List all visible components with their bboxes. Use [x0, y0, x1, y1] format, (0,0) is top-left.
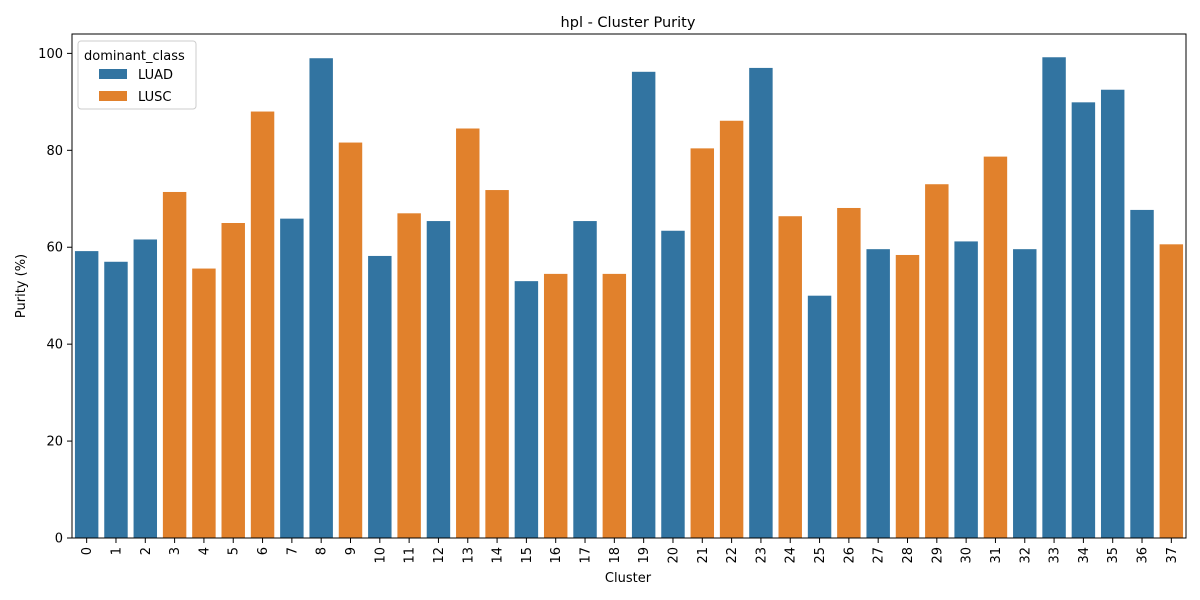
x-tick-label: 20	[666, 547, 681, 564]
legend-label-lusc: LUSC	[138, 90, 171, 105]
bar-series	[74, 57, 1184, 539]
legend: dominant_class LUAD LUSC	[77, 40, 197, 110]
bar-cluster-19	[631, 71, 656, 539]
bar-cluster-23	[749, 67, 773, 539]
x-tick-label: 2	[139, 547, 154, 555]
y-tick-label: 0	[55, 532, 63, 547]
bar-cluster-29	[925, 184, 949, 539]
x-tick-label: 22	[725, 547, 740, 564]
bar-cluster-2	[133, 239, 158, 539]
x-tick-label: 11	[403, 547, 418, 564]
bar-cluster-0	[74, 251, 99, 539]
bar-cluster-33	[1042, 57, 1066, 538]
x-tick-label: 6	[256, 547, 271, 555]
x-tick-label: 28	[901, 547, 916, 564]
x-tick-label: 30	[960, 547, 975, 564]
legend-label-luad: LUAD	[138, 68, 173, 83]
bar-cluster-3	[162, 191, 187, 539]
plot-frame	[71, 33, 1187, 539]
bar-cluster-11	[397, 213, 421, 538]
bar-cluster-12	[426, 221, 451, 538]
x-tick-label: 27	[872, 547, 887, 564]
x-tick-label: 34	[1077, 547, 1092, 564]
bar-cluster-34	[1071, 102, 1096, 538]
bar-cluster-36	[1130, 209, 1154, 539]
x-tick-label: 17	[579, 547, 594, 564]
bar-cluster-30	[954, 241, 978, 539]
x-tick-label: 7	[285, 547, 300, 555]
y-tick-label: 60	[46, 241, 63, 256]
bar-cluster-20	[661, 230, 685, 538]
x-tick-label: 15	[520, 547, 535, 564]
x-tick-label: 29	[930, 547, 945, 564]
bar-cluster-14	[485, 190, 509, 539]
bar-cluster-31	[983, 156, 1008, 539]
bar-cluster-15	[514, 281, 539, 538]
bar-cluster-4	[192, 268, 216, 538]
x-tick-label: 23	[754, 547, 769, 564]
x-axis-label: Cluster	[605, 571, 652, 586]
x-tick-label: 10	[373, 547, 388, 564]
bar-cluster-18	[602, 273, 627, 538]
bar-cluster-13	[456, 128, 480, 538]
bar-cluster-9	[338, 142, 363, 539]
bar-cluster-22	[719, 120, 744, 538]
legend-swatch-luad	[99, 69, 127, 79]
x-tick-label: 14	[491, 547, 506, 564]
x-tick-label: 24	[784, 547, 799, 564]
legend-title: dominant_class	[84, 49, 185, 64]
legend-swatch-lusc	[99, 91, 127, 101]
bar-cluster-5	[221, 223, 245, 538]
y-tick-label: 20	[46, 435, 63, 450]
bar-cluster-32	[1013, 249, 1037, 539]
bar-cluster-26	[837, 207, 861, 539]
bar-cluster-27	[866, 249, 890, 539]
y-tick-label: 40	[46, 338, 63, 353]
x-tick-label: 1	[109, 547, 124, 555]
x-tick-label: 16	[549, 547, 564, 564]
x-tick-label: 36	[1136, 547, 1151, 564]
x-tick-label: 19	[637, 547, 652, 564]
x-tick-label: 26	[842, 547, 857, 564]
bar-cluster-28	[895, 254, 920, 539]
bar-cluster-7	[280, 218, 304, 538]
chart-title: hpl - Cluster Purity	[561, 15, 696, 31]
x-tick-label: 9	[344, 547, 359, 555]
bar-cluster-37	[1159, 244, 1184, 538]
x-tick-label: 31	[989, 547, 1004, 564]
y-axis: 0 20 40 60 80 100	[38, 47, 72, 547]
x-tick-label: 5	[227, 547, 242, 555]
bar-cluster-6	[250, 111, 275, 538]
bar-cluster-25	[807, 295, 832, 538]
x-tick-label: 35	[1106, 547, 1121, 564]
bar-cluster-17	[573, 221, 597, 538]
bar-cluster-24	[778, 216, 802, 538]
x-tick-label: 33	[1048, 547, 1063, 564]
x-tick-label: 21	[696, 547, 711, 564]
bar-cluster-35	[1100, 89, 1125, 538]
x-axis: 0 1 2 3 4 5 6 7 8 9 10 11 12 13 14 15 16 17 18 19 20 21 22 23 24…	[80, 538, 1180, 564]
bar-cluster-16	[543, 273, 568, 538]
y-tick-label: 100	[38, 47, 63, 62]
bar-cluster-1	[104, 261, 128, 538]
x-tick-label: 3	[168, 547, 183, 555]
bar-cluster-8	[309, 58, 333, 538]
x-tick-label: 8	[315, 547, 330, 555]
x-tick-label: 25	[813, 547, 828, 564]
x-tick-label: 32	[1018, 547, 1033, 564]
x-tick-label: 37	[1165, 547, 1180, 564]
bar-cluster-21	[690, 148, 715, 538]
x-tick-label: 18	[608, 547, 623, 564]
x-tick-label: 13	[461, 547, 476, 564]
x-tick-label: 12	[432, 547, 447, 564]
bar-cluster-10	[368, 255, 392, 538]
x-tick-label: 4	[197, 547, 212, 555]
y-tick-label: 80	[46, 144, 63, 159]
y-axis-label: Purity (%)	[14, 254, 29, 318]
x-tick-label: 0	[80, 547, 95, 555]
